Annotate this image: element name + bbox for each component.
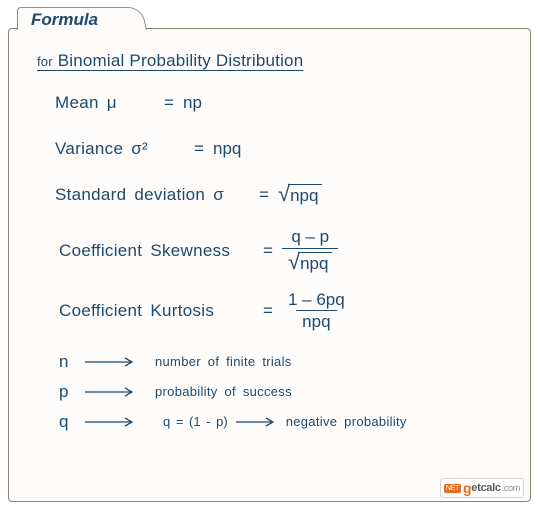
equals-sign: =	[254, 241, 282, 261]
mean-rhs: np	[183, 93, 202, 113]
skewness-rhs: q – p npq	[282, 227, 338, 276]
footer-logo: NET getcalc.com	[440, 478, 524, 498]
arrow-icon	[85, 387, 155, 397]
formula-row-mean: Mean μ = np	[37, 89, 502, 117]
skewness-label: Coefficient Skewness	[59, 241, 254, 261]
equals-sign: =	[155, 93, 183, 113]
formula-row-variance: Variance σ² = npq	[37, 135, 502, 163]
logo-dotcom: .com	[502, 483, 520, 493]
skewness-denominator: npq	[282, 248, 338, 276]
legend-row-n: n number of finite trials	[37, 352, 502, 372]
skewness-den-sqrt-inner: npq	[298, 252, 332, 274]
kurtosis-numerator: 1 – 6pq	[282, 290, 351, 311]
arrow-icon	[85, 417, 155, 427]
sqrt-icon: npq	[288, 250, 332, 276]
logo-g: g	[463, 480, 471, 496]
arrow-icon	[85, 357, 155, 367]
legend-n-desc: number of finite trials	[155, 354, 292, 369]
heading-prefix: for	[37, 54, 53, 69]
formula-row-skewness: Coefficient Skewness = q – p npq	[37, 227, 502, 276]
legend-n-symbol: n	[59, 352, 85, 372]
logo-tag: NET	[444, 484, 461, 493]
skewness-fraction: q – p npq	[282, 227, 338, 276]
kurtosis-fraction: 1 – 6pq npq	[282, 290, 351, 332]
kurtosis-denominator: npq	[296, 310, 336, 332]
formula-card: Formula for Binomial Probability Distrib…	[8, 28, 531, 502]
stddev-sqrt-inner: npq	[288, 184, 322, 206]
heading-main: Binomial Probability Distribution	[58, 51, 304, 70]
equals-sign: =	[254, 301, 282, 321]
kurtosis-rhs: 1 – 6pq npq	[282, 290, 351, 332]
legend-q-desc: negative probability	[286, 414, 407, 429]
formula-row-stddev: Standard deviation σ = npq	[37, 181, 502, 209]
legend-row-p: p probability of success	[37, 382, 502, 402]
variance-rhs: npq	[213, 139, 241, 159]
arrow-icon	[236, 417, 286, 427]
stddev-label: Standard deviation σ	[55, 185, 250, 205]
equals-sign: =	[250, 185, 278, 205]
variance-label: Variance σ²	[55, 139, 185, 159]
legend-q-expr: q = (1 - p)	[163, 414, 228, 429]
equals-sign: =	[185, 139, 213, 159]
mean-label: Mean μ	[55, 93, 155, 113]
stddev-rhs: npq	[278, 182, 322, 208]
legend-row-q: q q = (1 - p) negative probability	[37, 412, 502, 432]
legend-p-desc: probability of success	[155, 384, 292, 399]
skewness-numerator: q – p	[285, 227, 335, 248]
kurtosis-label: Coefficient Kurtosis	[59, 301, 254, 321]
sqrt-icon: npq	[278, 182, 322, 208]
legend-q-symbol: q	[59, 412, 85, 432]
heading: for Binomial Probability Distribution	[37, 51, 502, 71]
tab-title: Formula	[31, 10, 98, 30]
legend-p-symbol: p	[59, 382, 85, 402]
formula-row-kurtosis: Coefficient Kurtosis = 1 – 6pq npq	[37, 290, 502, 332]
logo-rest: etcalc	[471, 482, 500, 494]
